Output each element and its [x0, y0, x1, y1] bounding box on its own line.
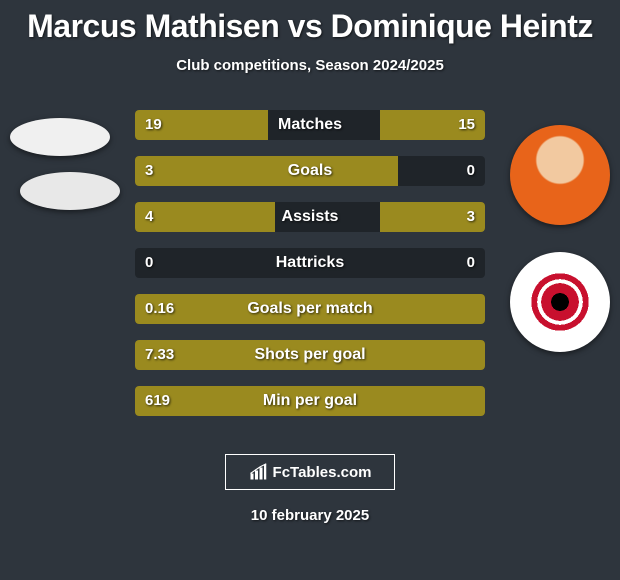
stat-label: Shots per goal: [135, 340, 485, 370]
stat-label: Goals per match: [135, 294, 485, 324]
brand-text: FcTables.com: [273, 464, 372, 481]
stat-row: 0.16Goals per match: [135, 294, 485, 324]
stat-row: 7.33Shots per goal: [135, 340, 485, 370]
page-title: Marcus Mathisen vs Dominique Heintz: [0, 0, 620, 45]
stat-label: Assists: [135, 202, 485, 232]
page-subtitle: Club competitions, Season 2024/2025: [0, 57, 620, 74]
stat-row: 619Min per goal: [135, 386, 485, 416]
stat-row: 43Assists: [135, 202, 485, 232]
stat-row: 1915Matches: [135, 110, 485, 140]
stat-label: Goals: [135, 156, 485, 186]
brand-badge: FcTables.com: [225, 454, 395, 490]
stat-label: Matches: [135, 110, 485, 140]
stat-label: Hattricks: [135, 248, 485, 278]
stat-row: 30Goals: [135, 156, 485, 186]
footer-date: 10 february 2025: [0, 507, 620, 524]
stats-area: 1915Matches 30Goals 43Assists 00Hattricks 0.…: [0, 110, 620, 432]
bars-icon: [249, 463, 267, 481]
stat-row: 00Hattricks: [135, 248, 485, 278]
stat-label: Min per goal: [135, 386, 485, 416]
